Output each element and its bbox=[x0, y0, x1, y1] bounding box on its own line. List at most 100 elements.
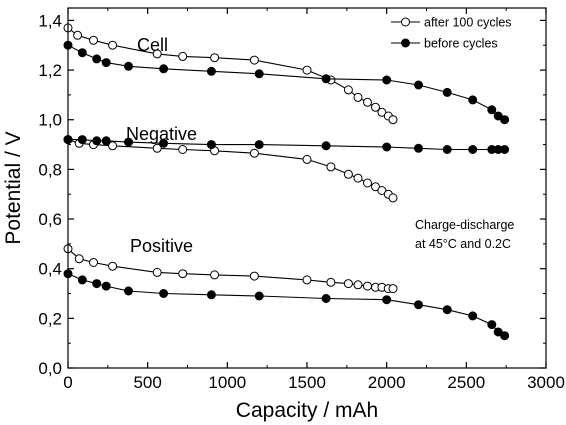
data-point-positive-after-100-cycles bbox=[302, 275, 312, 285]
x-tick-label: 500 bbox=[133, 373, 161, 392]
y-tick-label: 0,8 bbox=[38, 160, 62, 179]
data-point-positive-after-100-cycles bbox=[178, 269, 188, 279]
data-point-positive-after-100-cycles bbox=[108, 261, 118, 271]
data-point-positive-after-100-cycles bbox=[249, 271, 259, 281]
data-point-cell-before-cycles bbox=[321, 74, 331, 84]
data-point-positive-before-cycles bbox=[101, 281, 111, 291]
x-axis-title: Capacity / mAh bbox=[236, 399, 378, 422]
annotation-condition-line1: Charge-discharge bbox=[415, 218, 514, 232]
data-point-negative-after-100-cycles bbox=[152, 143, 162, 153]
data-point-positive-before-cycles bbox=[500, 331, 510, 341]
data-point-negative-before-cycles bbox=[124, 137, 133, 147]
x-tick-label: 1000 bbox=[208, 373, 246, 392]
series-layer bbox=[63, 23, 510, 341]
series-line-negative-after-100-cycles bbox=[67, 139, 394, 199]
x-tick-label: 3000 bbox=[527, 373, 565, 392]
data-point-cell-after-100-cycles bbox=[363, 97, 372, 107]
data-point-positive-before-cycles bbox=[77, 275, 87, 285]
data-point-negative-before-cycles bbox=[500, 145, 510, 154]
data-point-negative-before-cycles bbox=[442, 145, 452, 154]
y-tick-label: 1,4 bbox=[38, 11, 62, 30]
y-tick-label: 1,2 bbox=[38, 61, 62, 80]
y-tick-label: 0,4 bbox=[38, 260, 62, 279]
data-point-cell-before-cycles bbox=[77, 48, 87, 58]
x-tick-label: 2000 bbox=[368, 373, 406, 392]
data-point-negative-before-cycles bbox=[206, 140, 216, 150]
data-point-cell-after-100-cycles bbox=[388, 115, 398, 125]
series-line-negative-before-cycles bbox=[68, 139, 505, 151]
data-point-positive-after-100-cycles bbox=[89, 258, 98, 267]
annotation-condition-line2: at 45°C and 0.2C bbox=[415, 237, 511, 251]
data-point-positive-before-cycles bbox=[92, 279, 102, 289]
data-point-cell-before-cycles bbox=[487, 105, 497, 115]
data-point-negative-after-100-cycles bbox=[363, 178, 372, 188]
data-point-cell-before-cycles bbox=[101, 58, 111, 68]
data-point-positive-after-100-cycles bbox=[353, 280, 363, 290]
data-point-positive-before-cycles bbox=[321, 294, 331, 303]
data-point-positive-after-100-cycles bbox=[388, 284, 398, 294]
data-point-cell-after-100-cycles bbox=[371, 102, 380, 112]
data-point-positive-after-100-cycles bbox=[210, 270, 220, 280]
data-point-positive-before-cycles bbox=[468, 311, 478, 321]
legend-marker-after-100-cycles bbox=[401, 17, 410, 27]
data-point-positive-after-100-cycles bbox=[152, 267, 162, 277]
data-point-cell-before-cycles bbox=[442, 87, 452, 97]
data-point-negative-after-100-cycles bbox=[108, 141, 118, 151]
series-line-positive-before-cycles bbox=[67, 273, 505, 337]
data-point-cell-before-cycles bbox=[500, 115, 510, 125]
data-point-negative-after-100-cycles bbox=[178, 145, 188, 154]
data-point-cell-before-cycles bbox=[206, 66, 216, 76]
data-point-negative-after-100-cycles bbox=[249, 148, 259, 158]
data-point-negative-before-cycles bbox=[254, 140, 264, 150]
data-point-cell-after-100-cycles bbox=[108, 40, 118, 50]
data-point-cell-after-100-cycles bbox=[89, 35, 98, 45]
data-point-positive-before-cycles bbox=[442, 305, 452, 315]
data-point-cell-after-100-cycles bbox=[343, 85, 353, 95]
legend: after 100 cycles before cycles bbox=[391, 16, 512, 51]
legend-marker-before-cycles bbox=[401, 38, 410, 48]
data-point-cell-after-100-cycles bbox=[73, 30, 83, 40]
y-tick-label: 0,0 bbox=[38, 359, 62, 378]
y-tick-label: 1,0 bbox=[38, 111, 62, 130]
y-tick-label: 0,6 bbox=[38, 210, 62, 229]
data-point-cell-after-100-cycles bbox=[249, 55, 259, 65]
data-point-positive-after-100-cycles bbox=[326, 277, 336, 287]
data-point-negative-before-cycles bbox=[159, 138, 169, 148]
y-tick-label: 0,2 bbox=[38, 309, 62, 328]
data-point-negative-after-100-cycles bbox=[343, 169, 353, 179]
data-point-cell-after-100-cycles bbox=[353, 92, 363, 102]
data-point-negative-before-cycles bbox=[382, 142, 392, 152]
data-point-cell-before-cycles bbox=[254, 69, 264, 79]
data-point-positive-after-100-cycles bbox=[363, 281, 372, 291]
annotation-negative: Negative bbox=[126, 124, 197, 144]
data-point-negative-after-100-cycles bbox=[388, 193, 398, 203]
data-point-positive-before-cycles bbox=[159, 289, 169, 298]
data-point-positive-after-100-cycles bbox=[74, 254, 84, 264]
annotation-cell: Cell bbox=[137, 35, 168, 55]
data-point-negative-before-cycles bbox=[468, 145, 478, 154]
data-point-negative-before-cycles bbox=[92, 136, 102, 146]
data-point-positive-before-cycles bbox=[124, 286, 133, 296]
data-point-negative-before-cycles bbox=[414, 143, 423, 153]
y-axis-title: Potential / V bbox=[2, 131, 25, 244]
data-point-cell-before-cycles bbox=[159, 64, 169, 74]
data-point-cell-before-cycles bbox=[92, 54, 102, 64]
data-point-positive-before-cycles bbox=[206, 290, 216, 300]
data-point-negative-before-cycles bbox=[77, 135, 87, 145]
data-point-positive-after-100-cycles bbox=[343, 279, 353, 289]
data-point-negative-before-cycles bbox=[321, 141, 331, 151]
annotation-positive: Positive bbox=[130, 236, 193, 256]
data-point-positive-before-cycles bbox=[414, 300, 423, 310]
x-tick-label: 1500 bbox=[288, 373, 326, 392]
data-point-cell-after-100-cycles bbox=[152, 49, 162, 59]
data-point-negative-after-100-cycles bbox=[302, 154, 312, 164]
data-point-negative-before-cycles bbox=[101, 136, 111, 146]
data-point-cell-before-cycles bbox=[124, 61, 133, 71]
x-tick-label: 2500 bbox=[447, 373, 485, 392]
series-line-cell-after-100-cycles bbox=[67, 27, 394, 121]
legend-label-after-100-cycles: after 100 cycles bbox=[424, 16, 512, 30]
data-point-positive-before-cycles bbox=[254, 291, 264, 301]
data-point-negative-after-100-cycles bbox=[353, 173, 363, 183]
legend-label-before-cycles: before cycles bbox=[424, 37, 498, 51]
